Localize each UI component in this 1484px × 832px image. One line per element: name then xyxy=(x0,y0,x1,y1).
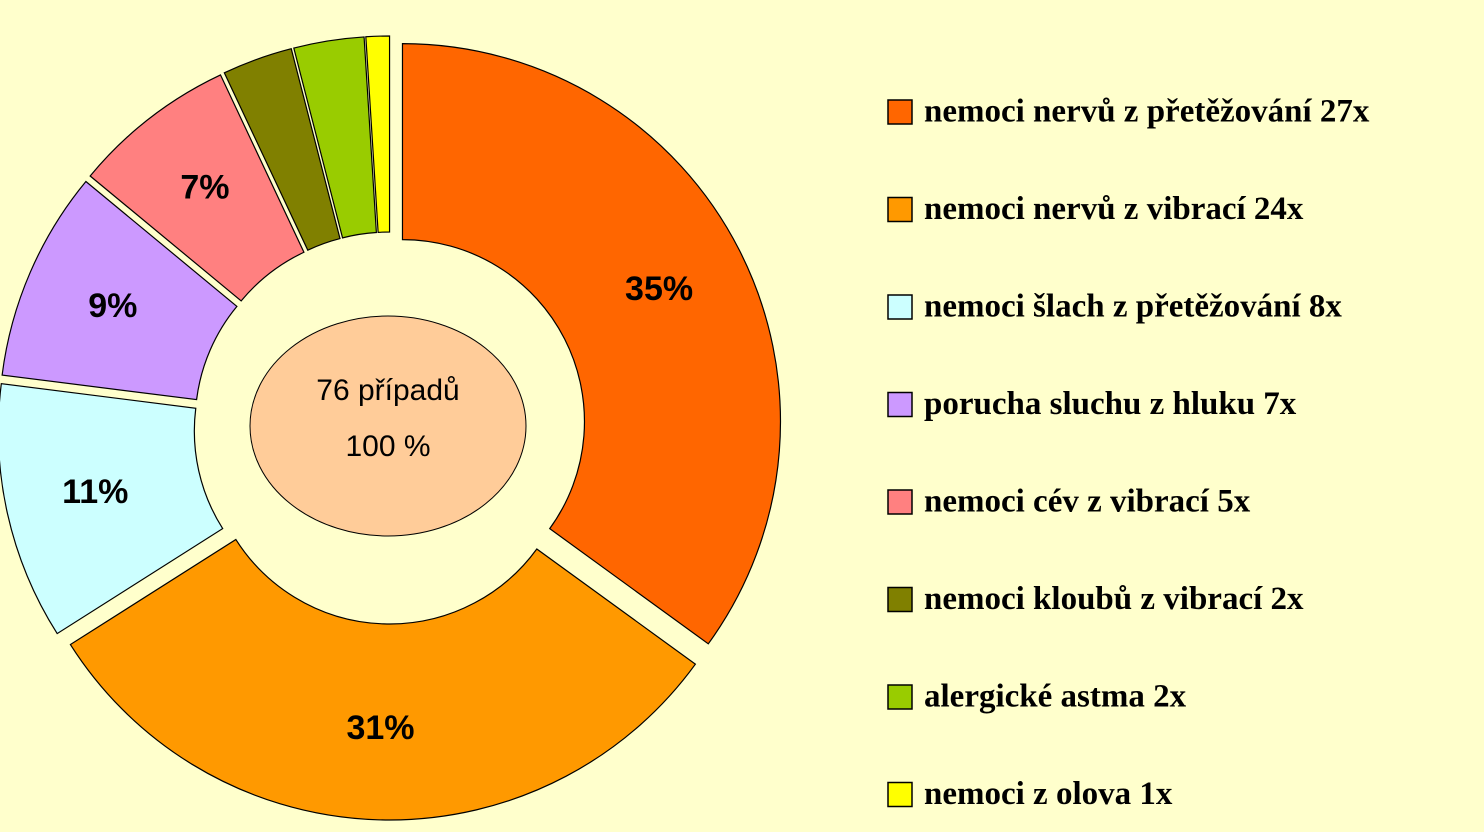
slice xyxy=(293,36,378,239)
slice-label: 9% xyxy=(88,287,137,325)
legend-swatch xyxy=(887,99,913,125)
legend-label: nemoci kloubů z vibrací 2x xyxy=(924,581,1304,617)
slice-label: 7% xyxy=(180,168,229,206)
legend-swatch xyxy=(887,684,913,710)
legend-label: nemoci nervů z vibrací 24x xyxy=(924,191,1304,227)
slice xyxy=(89,74,305,302)
legend-swatch xyxy=(887,196,913,223)
legend-swatch xyxy=(887,489,913,515)
legend-swatch xyxy=(887,586,913,613)
legend-label: nemoci nervů z přetěžování 27x xyxy=(924,94,1370,130)
slice-label: 31% xyxy=(346,709,414,747)
slice xyxy=(401,43,782,645)
slice-label: 11% xyxy=(62,473,128,511)
legend-label: nemoci z olova 1x xyxy=(924,776,1173,812)
center-disc xyxy=(249,315,527,537)
slice xyxy=(69,538,697,821)
legend-label: nemoci šlach z přetěžování 8x xyxy=(924,289,1342,325)
slice xyxy=(223,47,341,251)
slice xyxy=(365,35,391,234)
legend-swatch xyxy=(887,781,913,808)
slice xyxy=(1,180,238,401)
legend-swatch xyxy=(887,391,913,418)
legend-label: porucha sluchu z hluku 7x xyxy=(924,386,1297,422)
center-label: 100 % xyxy=(345,430,430,463)
legend-label: alergické astma 2x xyxy=(924,679,1187,715)
slice xyxy=(0,383,224,635)
slice-label: 35% xyxy=(625,270,693,308)
legend-label: nemoci cév z vibrací 5x xyxy=(924,484,1251,520)
legend-swatch xyxy=(887,294,913,320)
center-label: 76 případů xyxy=(316,374,459,407)
